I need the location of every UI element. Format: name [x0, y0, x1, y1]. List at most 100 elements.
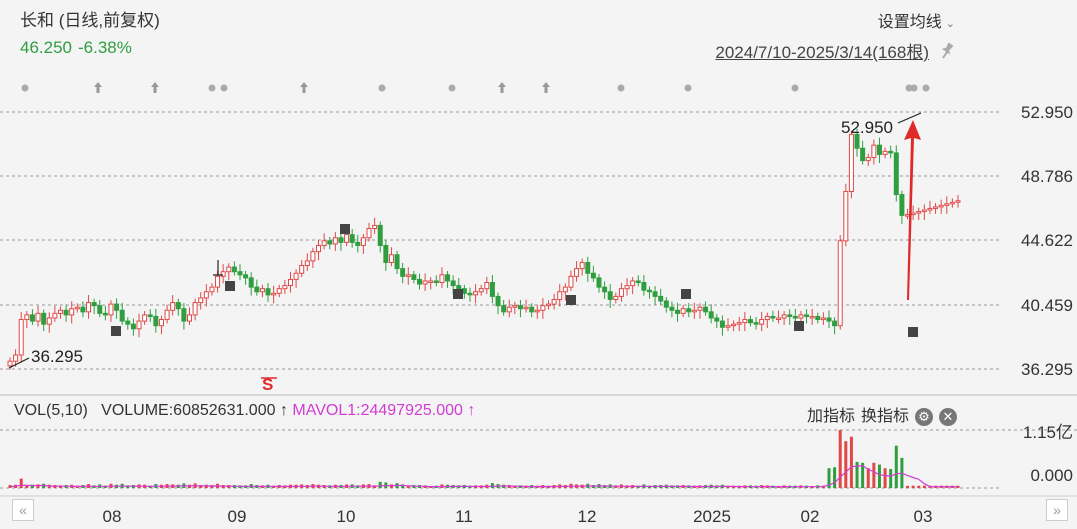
- candle-body: [686, 308, 692, 313]
- volume-bar: [19, 478, 23, 488]
- add-indicator-button[interactable]: 加指标: [806, 408, 855, 425]
- volume-indicator-bar: VOL(5,10) VOLUME:60852631.000 ↑ MAVOL1:2…: [14, 402, 475, 420]
- candle-body: [114, 303, 120, 311]
- volume-bar: [406, 485, 410, 488]
- candle-body: [282, 285, 288, 290]
- volume-bar: [30, 484, 34, 488]
- candle-body: [400, 268, 406, 277]
- event-marker-dot[interactable]: [617, 84, 625, 92]
- candle-body: [158, 319, 164, 327]
- x-tick-label: 2025: [693, 507, 731, 526]
- candle-body: [310, 251, 316, 262]
- x-tick-label: 10: [337, 507, 356, 526]
- candle-body: [478, 288, 484, 293]
- event-square-marker[interactable]: [794, 321, 804, 331]
- switch-indicator-button[interactable]: 换指标: [860, 408, 909, 425]
- candle-body: [237, 271, 243, 276]
- candle-body: [652, 291, 658, 297]
- up-arrow-icon: ↑: [279, 402, 288, 419]
- volume-bar: [922, 485, 926, 488]
- candle-body: [787, 314, 793, 317]
- candle-body: [675, 309, 681, 314]
- candle-body: [719, 320, 725, 328]
- candle-body: [69, 308, 75, 316]
- price-tick-label: 44.622: [1021, 231, 1073, 250]
- double-chevron-right-icon[interactable]: »: [1046, 499, 1068, 521]
- ma-settings-label: 设置均线: [877, 14, 942, 31]
- candle-body: [798, 314, 804, 319]
- event-square-marker[interactable]: [111, 326, 121, 336]
- candle-body: [130, 323, 136, 330]
- event-marker-dot[interactable]: [684, 84, 692, 92]
- event-marker-dot[interactable]: [922, 84, 930, 92]
- event-square-marker[interactable]: [681, 289, 691, 299]
- candle-body: [97, 305, 103, 314]
- event-marker-arrow[interactable]: [300, 82, 308, 93]
- price-tick-label: 48.786: [1021, 167, 1073, 186]
- candle-body: [809, 315, 815, 319]
- volume-bar: [8, 485, 12, 488]
- candle-body: [585, 261, 591, 274]
- chevron-down-icon: ⌄: [945, 18, 955, 30]
- candle-body: [80, 306, 86, 313]
- event-marker-dot[interactable]: [791, 84, 799, 92]
- candle-body: [871, 144, 877, 159]
- vol-label[interactable]: VOL(5,10): [14, 402, 88, 419]
- candle-body: [680, 308, 686, 314]
- candle-body: [321, 240, 327, 246]
- event-marker-dot[interactable]: [220, 84, 228, 92]
- event-marker-arrow[interactable]: [151, 82, 159, 93]
- event-marker-dot[interactable]: [378, 84, 386, 92]
- candle-body: [546, 303, 552, 307]
- volume-bar: [827, 468, 831, 488]
- candle-body: [108, 303, 114, 316]
- candle-body: [304, 260, 310, 267]
- candle-body: [949, 201, 955, 205]
- candle-body: [697, 306, 703, 311]
- event-square-marker[interactable]: [453, 289, 463, 299]
- candle-body: [703, 306, 709, 313]
- pin-icon[interactable]: [937, 40, 957, 60]
- candle-body: [422, 280, 428, 285]
- indicator-controls: 加指标 换指标 ⚙ ✕: [801, 402, 957, 426]
- candle-body: [316, 244, 322, 253]
- candle-body: [641, 282, 647, 291]
- volume-bar: [25, 485, 29, 488]
- event-marker-dot[interactable]: [448, 84, 456, 92]
- event-marker-dot[interactable]: [21, 84, 29, 92]
- double-chevron-left-icon[interactable]: «: [12, 499, 34, 521]
- date-range[interactable]: 2024/7/10-2025/3/14(168根): [715, 43, 929, 62]
- x-tick-label: 12: [578, 507, 597, 526]
- event-marker-dot[interactable]: [208, 84, 216, 92]
- event-marker-arrow[interactable]: [94, 82, 102, 93]
- candle-body: [473, 291, 479, 296]
- candle-body: [775, 317, 781, 321]
- ma-settings-dropdown[interactable]: 设置均线 ⌄: [878, 8, 955, 32]
- candle-body: [820, 317, 826, 321]
- close-icon[interactable]: ✕: [939, 407, 957, 426]
- candle-body: [557, 291, 563, 300]
- event-marker-dot[interactable]: [910, 84, 918, 92]
- event-marker-dot[interactable]: [905, 84, 913, 92]
- candle-body: [899, 194, 905, 216]
- candle-body: [456, 285, 462, 290]
- gear-icon[interactable]: ⚙: [915, 407, 933, 426]
- event-square-marker[interactable]: [566, 295, 576, 305]
- candle-body: [248, 277, 254, 288]
- candle-body: [517, 305, 523, 310]
- candle-body: [181, 308, 187, 322]
- up-arrow-icon: ↑: [467, 402, 476, 419]
- event-square-marker[interactable]: [225, 281, 235, 291]
- candle-body: [276, 288, 282, 294]
- event-marker-arrow[interactable]: [498, 82, 506, 93]
- candle-body: [394, 254, 400, 270]
- signal-marker-s[interactable]: S: [262, 375, 273, 394]
- event-marker-arrow[interactable]: [542, 82, 550, 93]
- candle-body: [905, 214, 911, 217]
- candle-body: [366, 228, 372, 239]
- event-square-marker[interactable]: [340, 224, 350, 234]
- event-square-marker[interactable]: [908, 327, 918, 337]
- candle-body: [753, 322, 759, 325]
- candle-body: [893, 152, 899, 196]
- candle-body: [439, 274, 445, 284]
